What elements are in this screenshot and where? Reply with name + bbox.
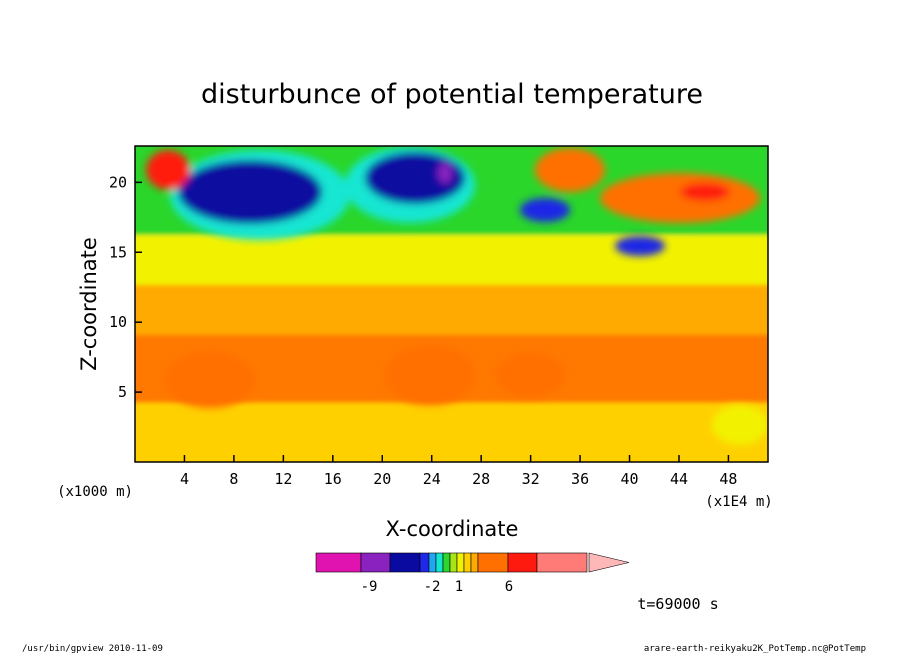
colorbar-extension-arrow: [588, 552, 630, 573]
x-tick-label: 36: [571, 470, 589, 488]
colorbar-segment: [360, 552, 391, 573]
y-unit-label: (x1000 m): [57, 484, 133, 500]
plot-area: [135, 146, 768, 462]
x-axis: 4 8 12 16 20 24 28 32 36 40 44 48: [180, 455, 737, 488]
blob-purple-mid: [438, 163, 452, 183]
x-tick-label: 44: [670, 470, 688, 488]
blob-blue-upper-right: [520, 198, 570, 222]
chart-title: disturbunce of potential temperature: [201, 79, 703, 110]
x-tick-label: 12: [274, 470, 292, 488]
y-axis: 5 10 15 20: [109, 173, 142, 401]
y-tick-label: 20: [109, 173, 127, 191]
blob-blue-right: [615, 236, 665, 256]
band-upper-yellow: [135, 230, 768, 285]
colorbar-segment: [435, 552, 444, 573]
colorbar-segment: [428, 552, 437, 573]
blob-orange-center: [385, 345, 475, 405]
colorbar-segment: [470, 552, 479, 573]
x-unit-label: (x1E4 m): [705, 494, 772, 510]
blob-yellow-bottom-right: [712, 405, 768, 445]
colorbar-label: -2: [424, 579, 441, 595]
colorbar-segment: [419, 552, 430, 573]
colorbar-segment: [477, 552, 509, 573]
x-tick-label: 28: [472, 470, 490, 488]
x-tick-label: 8: [229, 470, 238, 488]
y-tick-label: 10: [109, 313, 127, 331]
x-tick-label: 4: [180, 470, 189, 488]
x-tick-label: 16: [324, 470, 342, 488]
blob-orange-right: [600, 173, 760, 223]
x-tick-label: 32: [522, 470, 540, 488]
band-lower-light: [135, 400, 768, 462]
time-label: t=69000 s: [637, 595, 718, 613]
y-tick-label: 15: [109, 243, 127, 261]
colorbar-label: -9: [361, 579, 378, 595]
blob-orange-top: [535, 148, 605, 192]
x-tick-label: 40: [621, 470, 639, 488]
blob-orange-left: [165, 352, 255, 408]
x-tick-label: 20: [373, 470, 391, 488]
blob-blue-mid: [365, 152, 465, 204]
colorbar-segment: [536, 552, 588, 573]
blob-blue-left: [178, 160, 322, 224]
blob-orange-right-low: [495, 353, 565, 397]
colorbar-segment: [507, 552, 538, 573]
y-axis-label: Z-coordinate: [77, 237, 101, 371]
colorbar-labels: -9 -2 1 6: [361, 579, 514, 595]
x-axis-label: X-coordinate: [386, 517, 519, 541]
colorbar-label: 1: [455, 579, 463, 595]
colorbar-segment: [456, 552, 465, 573]
colorbar-label: 6: [505, 579, 513, 595]
footer-right: arare-earth-reikyaku2K_PotTemp.nc@PotTem…: [644, 644, 866, 654]
colorbar: [315, 552, 630, 573]
colorbar-segment: [389, 552, 421, 573]
field-blobs: [146, 147, 768, 445]
y-tick-label: 5: [118, 383, 127, 401]
colorbar-segment: [315, 552, 362, 573]
colorbar-segment: [449, 552, 458, 573]
footer-left: /usr/bin/gpview 2010-11-09: [22, 644, 163, 654]
blob-red-right: [680, 183, 730, 201]
blob-red-topleft: [146, 150, 190, 190]
plot-frame: [134, 145, 769, 463]
x-tick-label: 24: [423, 470, 441, 488]
colorbar-segment: [442, 552, 451, 573]
colorbar-segment: [463, 552, 472, 573]
x-tick-label: 48: [719, 470, 737, 488]
